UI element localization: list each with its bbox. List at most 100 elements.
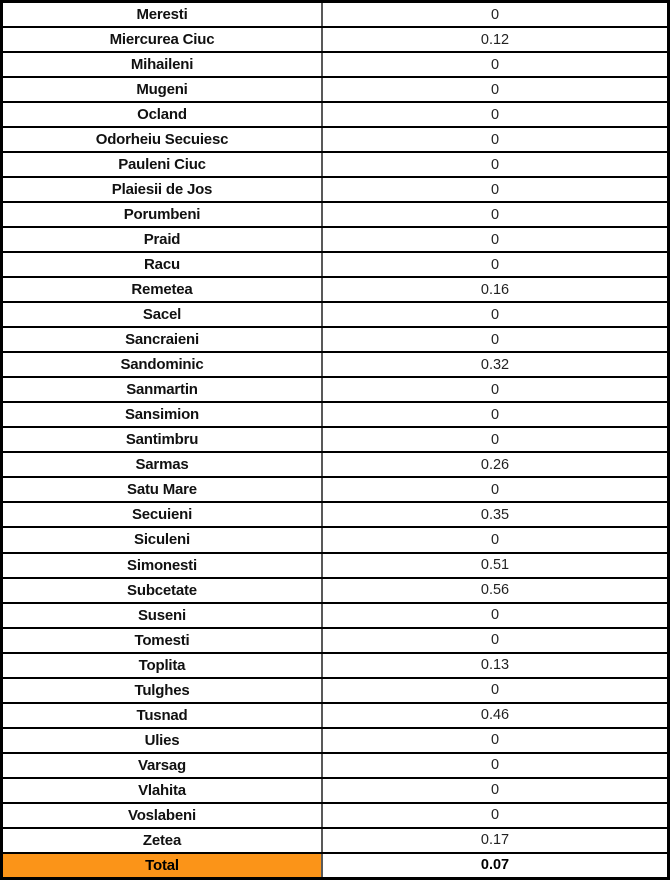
total-row: Total 0.07 (1, 851, 669, 880)
locality-name-cell: Santimbru (1, 426, 323, 454)
locality-name-cell: Praid (1, 226, 323, 254)
locality-value-cell: 0 (322, 401, 669, 429)
locality-name-cell: Suseni (1, 601, 323, 629)
table-row: Varsag 0 (1, 751, 669, 779)
locality-value-cell: 0 (322, 426, 669, 454)
table-row: Plaiesii de Jos 0 (1, 176, 669, 204)
locality-name-cell: Ocland (1, 101, 323, 129)
locality-value-cell: 0.51 (322, 551, 669, 579)
locality-value-cell: 0 (322, 51, 669, 79)
table-row: Mugeni 0 (1, 76, 669, 104)
locality-name-cell: Tulghes (1, 676, 323, 704)
table-row: Suseni 0 (1, 601, 669, 629)
locality-name-cell: Subcetate (1, 576, 323, 604)
table-row: Miercurea Ciuc 0.12 (1, 26, 669, 54)
locality-value-cell: 0 (322, 376, 669, 404)
table-row: Ulies 0 (1, 726, 669, 754)
locality-name-cell: Plaiesii de Jos (1, 176, 323, 204)
locality-name-cell: Tomesti (1, 626, 323, 654)
locality-value-cell: 0.56 (322, 576, 669, 604)
locality-name-cell: Satu Mare (1, 476, 323, 504)
locality-name-cell: Sanmartin (1, 376, 323, 404)
locality-name-cell: Toplita (1, 651, 323, 679)
table-row: Secuieni 0.35 (1, 501, 669, 529)
locality-value-cell: 0 (322, 76, 669, 104)
locality-name-cell: Racu (1, 251, 323, 279)
locality-name-cell: Simonesti (1, 551, 323, 579)
locality-value-cell: 0 (322, 751, 669, 779)
table-row: Praid 0 (1, 226, 669, 254)
locality-name-cell: Secuieni (1, 501, 323, 529)
locality-value-cell: 0.32 (322, 351, 669, 379)
table-row: Zetea 0.17 (1, 826, 669, 854)
table-row: Meresti 0 (1, 0, 669, 29)
table-row: Ocland 0 (1, 101, 669, 129)
locality-value-cell: 0 (322, 201, 669, 229)
locality-value-cell: 0.17 (322, 826, 669, 854)
locality-value-cell: 0.16 (322, 276, 669, 304)
table-row: Racu 0 (1, 251, 669, 279)
locality-name-cell: Miercurea Ciuc (1, 26, 323, 54)
table-row: Sarmas 0.26 (1, 451, 669, 479)
table-row: Voslabeni 0 (1, 801, 669, 829)
total-value-cell: 0.07 (322, 851, 669, 880)
table-row: Siculeni 0 (1, 526, 669, 554)
table-row: Subcetate 0.56 (1, 576, 669, 604)
table-row: Tulghes 0 (1, 676, 669, 704)
locality-name-cell: Varsag (1, 751, 323, 779)
locality-name-cell: Vlahita (1, 776, 323, 804)
locality-value-cell: 0 (322, 0, 669, 29)
locality-value-cell: 0 (322, 601, 669, 629)
table-row: Satu Mare 0 (1, 476, 669, 504)
table-row: Porumbeni 0 (1, 201, 669, 229)
table-row: Sansimion 0 (1, 401, 669, 429)
table-row: Sanmartin 0 (1, 376, 669, 404)
locality-value-cell: 0.26 (322, 451, 669, 479)
table-row: Tomesti 0 (1, 626, 669, 654)
table-row: Odorheiu Secuiesc 0 (1, 126, 669, 154)
locality-name-cell: Meresti (1, 0, 323, 29)
table-row: Simonesti 0.51 (1, 551, 669, 579)
locality-value-cell: 0 (322, 726, 669, 754)
locality-name-cell: Tusnad (1, 701, 323, 729)
locality-name-cell: Sansimion (1, 401, 323, 429)
table-row: Toplita 0.13 (1, 651, 669, 679)
locality-value-cell: 0.46 (322, 701, 669, 729)
locality-name-cell: Mugeni (1, 76, 323, 104)
table-row: Sancraieni 0 (1, 326, 669, 354)
locality-name-cell: Remetea (1, 276, 323, 304)
table-row: Tusnad 0.46 (1, 701, 669, 729)
table-row: Pauleni Ciuc 0 (1, 151, 669, 179)
table-row: Sacel 0 (1, 301, 669, 329)
locality-name-cell: Ulies (1, 726, 323, 754)
table-row: Santimbru 0 (1, 426, 669, 454)
locality-name-cell: Sarmas (1, 451, 323, 479)
locality-name-cell: Sancraieni (1, 326, 323, 354)
locality-value-cell: 0 (322, 301, 669, 329)
locality-value-cell: 0 (322, 676, 669, 704)
locality-name-cell: Voslabeni (1, 801, 323, 829)
locality-value-cell: 0 (322, 151, 669, 179)
locality-value-cell: 0.35 (322, 501, 669, 529)
locality-value-cell: 0 (322, 176, 669, 204)
locality-name-cell: Pauleni Ciuc (1, 151, 323, 179)
locality-value-cell: 0.13 (322, 651, 669, 679)
locality-name-cell: Sacel (1, 301, 323, 329)
locality-value-cell: 0 (322, 326, 669, 354)
locality-value-cell: 0 (322, 476, 669, 504)
locality-value-cell: 0 (322, 101, 669, 129)
locality-value-cell: 0 (322, 526, 669, 554)
table-row: Mihaileni 0 (1, 51, 669, 79)
locality-name-cell: Sandominic (1, 351, 323, 379)
table-row: Remetea 0.16 (1, 276, 669, 304)
table-row: Vlahita 0 (1, 776, 669, 804)
locality-value-cell: 0 (322, 226, 669, 254)
locality-name-cell: Zetea (1, 826, 323, 854)
locality-value-cell: 0 (322, 626, 669, 654)
locality-name-cell: Mihaileni (1, 51, 323, 79)
total-label-cell: Total (1, 851, 323, 880)
locality-name-cell: Siculeni (1, 526, 323, 554)
locality-value-cell: 0 (322, 251, 669, 279)
